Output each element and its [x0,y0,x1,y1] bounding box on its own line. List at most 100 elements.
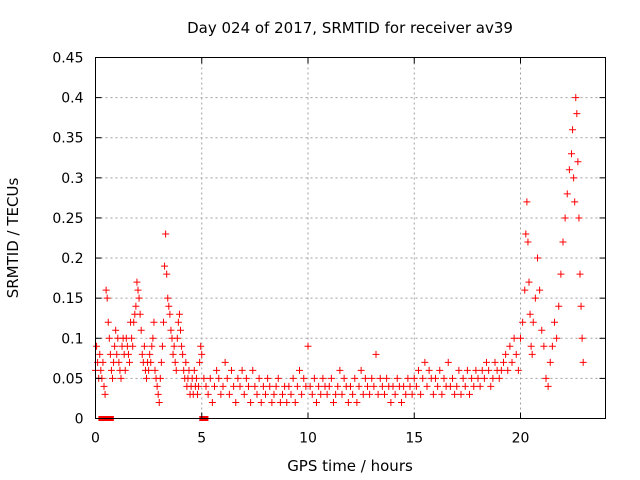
x-axis-label: GPS time / hours [287,457,413,475]
data-point [279,390,286,398]
grid-lines [95,57,606,419]
data-point [406,382,414,390]
data-point [170,342,178,350]
data-point [500,358,507,366]
data-point [171,358,179,366]
data-point [249,366,257,374]
data-point [508,358,516,366]
data-point [97,366,105,374]
data-point [128,334,136,342]
data-point [179,350,187,358]
data-point [440,374,448,382]
data-point [206,374,214,382]
data-point [96,350,104,358]
data-point [434,382,442,390]
data-point [372,350,380,358]
data-point [393,374,401,382]
data-point [173,334,181,342]
axis-ticks [95,57,606,419]
data-point [274,374,282,382]
data-point [506,342,514,350]
chart-title: Day 024 of 2017, SRMTID for receiver av3… [187,19,513,37]
data-point [570,174,578,182]
data-point [194,390,201,398]
data-point [276,398,284,406]
data-point [361,374,369,382]
data-point [287,390,295,398]
data-point [136,310,144,318]
data-point [145,366,153,374]
data-point [559,238,567,246]
data-point [457,390,465,398]
data-point [487,382,495,390]
data-point [174,318,182,326]
data-point [115,358,123,366]
data-point [523,198,531,206]
data-point [225,390,233,398]
data-point [319,374,327,382]
data-point [408,390,416,398]
data-point [476,382,484,390]
data-point [100,382,108,390]
x-tick-label: 20 [512,431,530,447]
data-point [132,302,140,310]
data-point [196,358,204,366]
data-point [195,382,203,390]
data-point [99,358,107,366]
data-point [534,254,541,262]
y-tick-label: 0.4 [61,91,83,107]
data-point [474,374,482,382]
data-point [293,382,301,390]
data-point [106,350,114,358]
data-point [349,390,357,398]
y-tick-label: 0.1 [61,331,83,347]
data-point [310,374,318,382]
data-point [330,398,337,406]
data-point [512,350,520,358]
data-point [347,382,354,390]
x-tick-label: 0 [91,431,100,447]
data-point [525,278,533,286]
data-point [446,382,454,390]
data-point [461,382,469,390]
data-point [415,366,422,374]
data-point [524,238,532,246]
data-point [531,294,539,302]
data-point [402,390,410,398]
data-point [113,350,121,358]
data-point [553,334,561,342]
data-point [245,382,252,390]
data-point [542,374,550,382]
data-point [211,382,218,390]
data-point [575,214,583,222]
data-point [521,286,529,294]
data-point [463,366,471,374]
data-point [344,398,352,406]
data-point [400,382,408,390]
data-point [468,374,476,382]
data-point [223,374,231,382]
data-point [217,390,225,398]
data-point [313,398,320,406]
data-point [489,374,497,382]
data-point [366,390,374,398]
data-point [228,366,235,374]
data-point [140,342,148,350]
data-point [105,334,113,342]
data-point [164,294,172,302]
data-point [300,374,308,382]
data-point [368,374,376,382]
data-point [150,318,158,326]
data-point [353,398,361,406]
data-point [112,326,120,334]
data-point [157,358,165,366]
data-point [517,334,524,342]
data-point [578,334,586,342]
plot-frame [95,57,606,419]
data-point [571,198,579,206]
data-point [376,374,384,382]
data-point [527,342,535,350]
data-point [138,350,146,358]
data-point [291,398,299,406]
